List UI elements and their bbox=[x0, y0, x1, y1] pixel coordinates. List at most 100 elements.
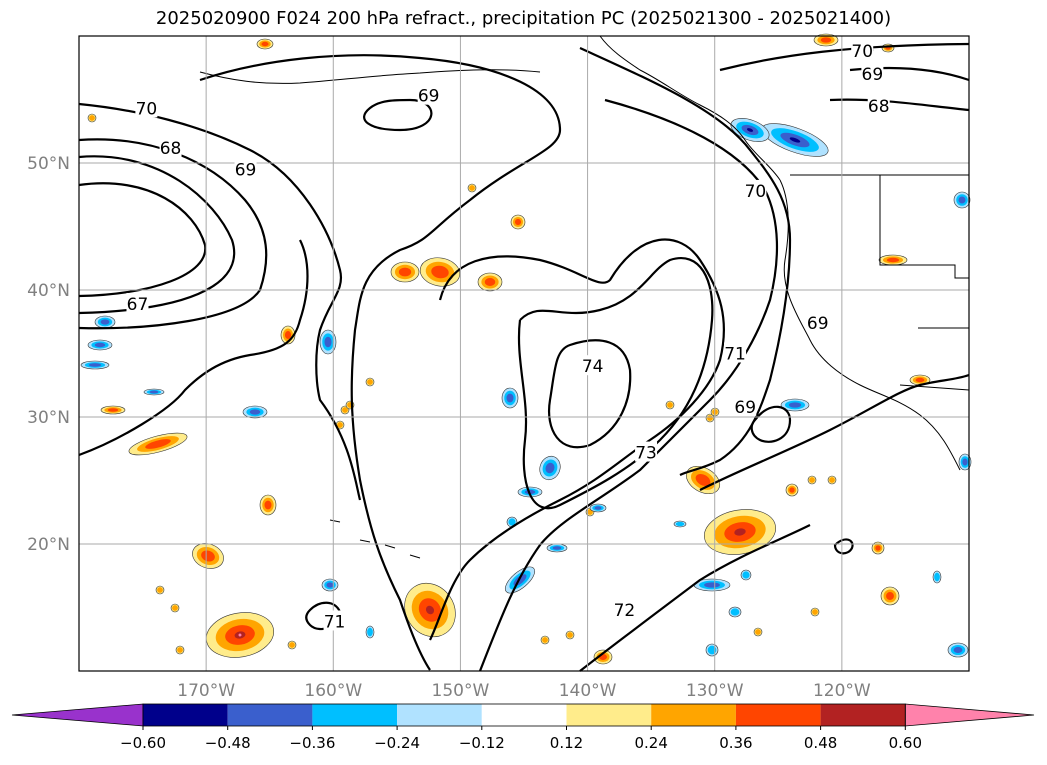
contour-label-bg bbox=[861, 63, 884, 84]
colorbar-tick-label: −0.48 bbox=[205, 734, 251, 752]
precip-patch bbox=[707, 415, 713, 421]
colorbar-segment bbox=[651, 704, 736, 726]
colorbar-tick-label: 0.24 bbox=[634, 734, 667, 752]
precip-patch bbox=[707, 645, 717, 655]
contour-label: 69 bbox=[734, 398, 756, 418]
contour-label-bg bbox=[724, 342, 747, 363]
colorbar-segment bbox=[566, 704, 652, 726]
precip-patch bbox=[431, 265, 449, 279]
precip-patch bbox=[695, 473, 711, 487]
latitude-label: 30°N bbox=[27, 408, 70, 428]
contour-label: 70 bbox=[745, 182, 767, 202]
precip-patch bbox=[542, 637, 548, 643]
colorbar-tick-label: 0.48 bbox=[804, 734, 837, 752]
longitude-label: 160°W bbox=[304, 681, 362, 701]
precip-patch bbox=[100, 319, 110, 325]
precip-patch bbox=[875, 545, 881, 551]
precip-patch bbox=[789, 137, 801, 143]
contour-label-bg bbox=[867, 94, 890, 115]
precip-patch bbox=[953, 646, 963, 654]
longitude-label: 130°W bbox=[686, 681, 744, 701]
contour-label: 68 bbox=[160, 139, 182, 159]
precip-patch bbox=[367, 379, 373, 385]
colorbar-segment bbox=[312, 704, 398, 726]
map-frame bbox=[78, 35, 970, 672]
precip-patch bbox=[675, 521, 685, 527]
contour-label-bg bbox=[744, 179, 767, 200]
precip-patch bbox=[94, 342, 106, 348]
precip-patch bbox=[812, 609, 818, 615]
precip-patch bbox=[704, 582, 720, 588]
precip-patch bbox=[958, 196, 966, 204]
contour-line bbox=[719, 42, 970, 72]
precip-patch bbox=[594, 506, 602, 510]
contour-line bbox=[517, 257, 714, 510]
contour-label-bg bbox=[851, 40, 874, 61]
contour-label-bg bbox=[734, 395, 757, 416]
precip-patch bbox=[508, 518, 516, 526]
contour-line bbox=[78, 239, 309, 457]
coastlines bbox=[199, 35, 970, 559]
precip-patch bbox=[324, 336, 332, 348]
precip-patch bbox=[238, 633, 242, 637]
contour-line bbox=[579, 524, 811, 672]
precip-patch bbox=[755, 629, 761, 635]
colorbar-tick-label: −0.12 bbox=[459, 734, 505, 752]
precip-patch bbox=[506, 393, 514, 403]
contour-label-bg bbox=[417, 84, 440, 105]
contour-line bbox=[833, 538, 854, 555]
precip-patch bbox=[667, 402, 673, 408]
precip-patch bbox=[326, 582, 334, 588]
precip-patch bbox=[249, 409, 261, 415]
precip-patch bbox=[746, 128, 754, 132]
contour-label: 69 bbox=[235, 160, 257, 180]
contour-label-bg bbox=[613, 599, 636, 620]
precip-patch bbox=[962, 458, 968, 466]
precip-patch bbox=[201, 550, 215, 562]
precip-patch bbox=[264, 500, 272, 510]
precip-patch bbox=[514, 218, 522, 226]
contour-label: 69 bbox=[418, 87, 440, 107]
contour-line bbox=[78, 102, 362, 501]
contour-label-bg bbox=[581, 355, 604, 376]
precip-patch bbox=[788, 402, 802, 408]
precip-patch bbox=[545, 462, 555, 474]
contour-line bbox=[478, 98, 779, 672]
longitude-label: 120°W bbox=[813, 681, 871, 701]
precip-patch bbox=[934, 572, 940, 582]
longitude-label: 150°W bbox=[432, 681, 490, 701]
colorbar-tick-label: 0.12 bbox=[550, 734, 583, 752]
precip-patch bbox=[149, 390, 159, 394]
precip-patch bbox=[284, 331, 292, 339]
coastline-pacific-northwest bbox=[779, 179, 961, 471]
border-mexico bbox=[899, 384, 970, 391]
contour-line bbox=[429, 238, 726, 641]
precip-patch bbox=[469, 185, 475, 191]
colorbar-tick-label: 0.60 bbox=[889, 734, 922, 752]
contour-line bbox=[699, 373, 970, 491]
map-title: 2025020900 F024 200 hPa refract., precip… bbox=[155, 8, 892, 29]
contour-label-bg bbox=[806, 312, 829, 333]
colorbar-tick-label: −0.36 bbox=[289, 734, 335, 752]
contour-label: 69 bbox=[807, 314, 829, 334]
contour-label: 73 bbox=[635, 444, 657, 464]
precip-patch bbox=[398, 267, 412, 277]
contour-label: 71 bbox=[324, 612, 346, 632]
contour-label-bg bbox=[135, 97, 158, 118]
precip-patch bbox=[177, 647, 183, 653]
latitude-label: 50°N bbox=[27, 154, 70, 174]
precip-patch bbox=[552, 546, 562, 550]
contour-label-bg bbox=[159, 136, 182, 157]
precip-patch bbox=[367, 627, 373, 637]
precip-patch bbox=[829, 477, 835, 483]
precip-patch bbox=[886, 257, 900, 263]
contour-line bbox=[78, 155, 236, 315]
contour-line bbox=[199, 54, 562, 671]
coastline-alaska bbox=[599, 35, 781, 181]
refractivity-contours bbox=[78, 42, 970, 672]
colorbar-segment bbox=[820, 704, 906, 726]
colorbar-tick-label: 0.36 bbox=[719, 734, 752, 752]
precipitation-patches bbox=[80, 33, 972, 665]
